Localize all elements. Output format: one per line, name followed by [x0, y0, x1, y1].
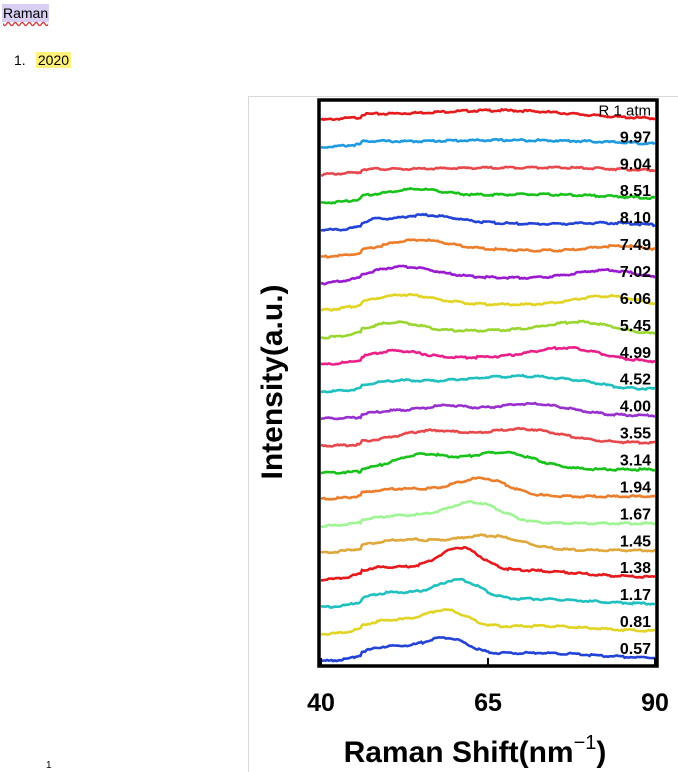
spectrum-line: [320, 608, 656, 636]
raman-figure: R 1 atm 9.97 9.04 8.51 8.10 7.49 7.02 6.06 5.45 4…: [248, 96, 678, 772]
spectrum-line: [321, 373, 656, 394]
x-axis-label-main: Raman Shift(nm: [344, 736, 574, 769]
series-label: R 1 atm: [598, 102, 651, 119]
series-label: 6.06: [620, 291, 651, 308]
spectrum-line: [320, 499, 656, 529]
x-tick-label: 65: [474, 689, 502, 717]
list-number: 1.: [14, 52, 26, 68]
y-axis-label: Intensity(a.u.): [256, 284, 289, 479]
spectrum-line: [320, 237, 656, 259]
spectrum-line: [320, 577, 656, 609]
doc-title: Raman: [2, 4, 50, 22]
series-label: 9.97: [620, 129, 651, 146]
x-tick-label: 40: [307, 689, 335, 717]
plot-frame: [317, 98, 659, 668]
spectrum-line: [320, 264, 656, 286]
series-label: 1.67: [620, 506, 651, 523]
series-label: 8.10: [620, 210, 651, 227]
series-label: 4.00: [620, 399, 651, 416]
series-label: 1.17: [620, 587, 651, 604]
x-axis-label-exponent: −1: [574, 732, 597, 754]
spectrum-line: [320, 401, 656, 421]
series-label: 5.45: [620, 318, 651, 335]
raman-chart: R 1 atm 9.97 9.04 8.51 8.10 7.49 7.02 6.06 5.45 4…: [256, 98, 669, 769]
series-label: 0.81: [620, 614, 651, 631]
x-axis-label-close: ): [596, 736, 606, 769]
spectrum-line: [320, 212, 656, 232]
spectrum-line: [320, 533, 656, 555]
spectrum-line: [320, 186, 656, 205]
series-label: 8.51: [620, 183, 651, 200]
spectrum-line: [320, 476, 656, 501]
spectrum-line: [320, 165, 656, 177]
series-label: 3.55: [620, 426, 651, 443]
series-label: 4.99: [620, 345, 651, 362]
series-label: 1.45: [620, 533, 651, 550]
series-label: 3.14: [620, 453, 651, 470]
list-item: 1. 2020: [14, 51, 72, 69]
series-label: 1.94: [620, 479, 651, 496]
list-text: 2020: [35, 52, 72, 68]
spectrum-line: [320, 345, 656, 366]
spectrum-line: [320, 450, 656, 475]
spectrum-line: [320, 137, 656, 149]
page-number: 1: [46, 760, 52, 771]
series-label: 7.02: [620, 264, 651, 281]
spectrum-line: [320, 426, 655, 448]
x-ticks: 40 65 90: [307, 658, 669, 717]
x-tick-label: 90: [641, 689, 669, 717]
spectrum-line: [321, 545, 656, 582]
series-label: 0.57: [620, 641, 651, 658]
series-label: 7.49: [620, 237, 651, 254]
series-label: 9.04: [620, 156, 651, 173]
series-label: 1.38: [620, 560, 651, 577]
spectrum-line: [320, 107, 656, 122]
spectrum-line: [321, 292, 656, 312]
x-axis-label: Raman Shift(nm−1): [344, 732, 607, 769]
series-layer: R 1 atm 9.97 9.04 8.51 8.10 7.49 7.02 6.06 5.45 4…: [320, 102, 656, 663]
series-label: 4.52: [620, 372, 651, 389]
spectrum-line: [320, 635, 656, 663]
spectrum-line: [320, 319, 656, 340]
